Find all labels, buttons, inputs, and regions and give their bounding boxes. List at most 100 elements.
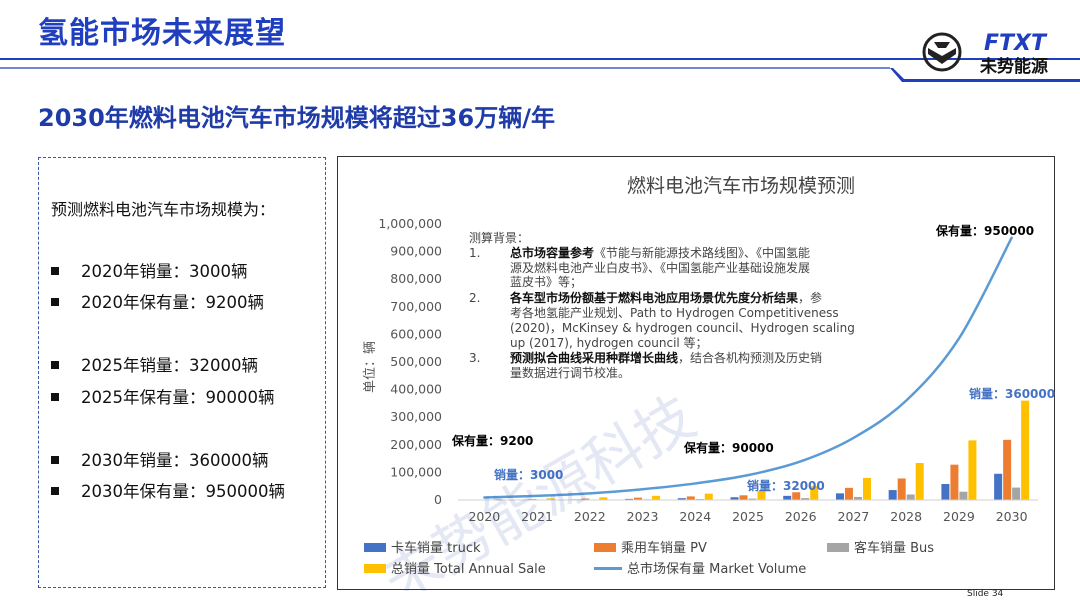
forecast-summary-panel: 预测燃料电池汽车市场规模为： 2020年销量：3000辆 2020年保有量：92… <box>38 157 326 588</box>
y-tick-label: 600,000 <box>390 326 442 341</box>
header-ribbon <box>0 67 1080 82</box>
note-line: 蓝皮书》等； <box>510 275 582 289</box>
x-tick-label: 2027 <box>838 509 870 524</box>
legend-label: 总市场保有量 Market Volume <box>627 561 806 577</box>
bar <box>959 491 968 500</box>
slide-subtitle: 2030年燃料电池汽车市场规模将超过36万辆/年 <box>38 104 555 132</box>
list-item-text: 2025年销量：32000辆 <box>81 356 258 375</box>
x-tick-label: 2020 <box>468 509 500 524</box>
logo-subtext: 未势能源 <box>979 56 1048 77</box>
bar <box>950 464 959 500</box>
bar <box>581 498 590 500</box>
bar <box>1003 439 1012 500</box>
legend-swatch <box>827 543 849 552</box>
note-number: 3. <box>469 351 480 365</box>
x-tick-label: 2028 <box>890 509 922 524</box>
y-tick-label: 1,000,000 <box>378 216 442 231</box>
y-tick-label: 300,000 <box>390 409 442 424</box>
note-item: 各车型市场份额基于燃料电池应用场景优先度分析结果，参 <box>509 290 822 305</box>
bar <box>757 491 766 500</box>
list-item: 2025年保有量：90000辆 <box>51 384 274 408</box>
slide-number: Slide 34 <box>967 589 1004 599</box>
bullet-icon <box>51 455 59 464</box>
chart-panel: 燃料电池汽车市场规模预测 单位：辆 0 100,000 200,000 300,000… <box>337 156 1055 591</box>
bar <box>941 483 950 500</box>
legend-label: 卡车销量 truck <box>391 540 481 556</box>
bullet-icon <box>51 392 59 401</box>
x-tick-label: 2023 <box>627 509 659 524</box>
list-item: 2030年销量：360000辆 <box>51 447 268 471</box>
y-tick-label: 800,000 <box>390 271 442 286</box>
y-tick-label: 400,000 <box>390 382 442 397</box>
list-item: 2020年销量：3000辆 <box>51 258 247 282</box>
bar <box>704 493 713 500</box>
bar <box>652 495 661 500</box>
bar <box>994 473 1003 500</box>
list-item: 2025年销量：32000辆 <box>51 352 258 376</box>
bar <box>677 498 686 500</box>
x-tick-labels: 2020 2021 2022 2023 2024 2025 2026 2027 2028 2029… <box>458 499 1038 524</box>
legend-swatch <box>364 543 386 552</box>
bar <box>1012 487 1021 500</box>
bar <box>853 496 862 500</box>
note-line: 量数据进行调节校准。 <box>510 365 630 380</box>
bar <box>783 495 792 500</box>
bar <box>792 492 801 500</box>
legend-label: 乘用车销量 PV <box>621 540 707 556</box>
list-item-text: 2020年保有量：9200辆 <box>81 293 264 312</box>
summary-intro: 预测燃料电池汽车市场规模为： <box>51 200 276 219</box>
bar <box>968 440 977 500</box>
list-item: 2030年保有量：950000辆 <box>51 478 285 502</box>
bar <box>634 497 643 500</box>
bullet-icon <box>51 266 59 275</box>
legend-swatch <box>364 564 386 573</box>
note-line: up (2017), hydrogen council 等； <box>510 336 708 350</box>
x-tick-label: 2022 <box>574 509 606 524</box>
legend-label: 总销量 Total Annual Sale <box>391 562 546 577</box>
y-tick-label: 500,000 <box>390 354 442 369</box>
methodology-note: 测算背景： 1. 总市场容量参考《节能与新能源技术路线图》、《中国氢能 源及燃料… <box>469 230 855 380</box>
annotation-label: 销量：32000 <box>747 478 825 493</box>
bar <box>739 495 748 500</box>
bar <box>748 498 757 500</box>
market-forecast-chart: 燃料电池汽车市场规模预测 单位：辆 0 100,000 200,000 300,000… <box>363 175 1055 591</box>
y-tick-label: 900,000 <box>390 244 442 259</box>
legend-label: 客车销量 Bus <box>854 540 934 556</box>
list-item-text: 2030年保有量：950000辆 <box>81 482 285 501</box>
annotation-label: 保有量：950000 <box>935 223 1034 238</box>
x-tick-label: 2025 <box>732 509 764 524</box>
bar <box>862 477 871 500</box>
bar <box>801 498 810 500</box>
y-tick-label: 700,000 <box>390 299 442 314</box>
legend-swatch <box>594 543 616 552</box>
x-tick-label: 2029 <box>943 509 975 524</box>
y-axis-label: 单位：辆 <box>363 341 378 393</box>
x-tick-label: 2021 <box>521 509 553 524</box>
list-item-text: 2020年销量：3000辆 <box>81 262 248 281</box>
note-line: (2020)，McKinsey & hydrogen council、Hydro… <box>510 321 855 335</box>
bar <box>897 478 906 500</box>
note-heading: 测算背景： <box>469 230 529 245</box>
note-item: 总市场容量参考《节能与新能源技术路线图》、《中国氢能 <box>510 245 810 260</box>
market-volume-line <box>483 236 1013 499</box>
list-item-text: 2030年销量：360000辆 <box>81 451 269 470</box>
bar <box>730 497 739 500</box>
bar <box>906 494 915 500</box>
chart-annotations: 保有量：9200 销量：3000 保有量：90000 销量：32000 保有量：… <box>451 223 1055 493</box>
bar <box>888 490 897 500</box>
annotation-label: 销量：3000 <box>494 467 563 482</box>
annotation-label: 保有量：90000 <box>683 440 774 455</box>
bullet-icon <box>51 486 59 495</box>
bar <box>686 496 695 500</box>
note-item: 预测拟合曲线采用种群增长曲线，结合各机构预测及历史销 <box>510 350 822 365</box>
logo-text: FTXT <box>984 31 1048 56</box>
bar <box>835 493 844 500</box>
ftxt-logo: FTXT 未势能源 <box>922 31 1048 77</box>
series-line <box>483 236 1013 499</box>
bar <box>844 487 853 500</box>
bar <box>546 498 555 500</box>
note-number: 1. <box>469 246 480 260</box>
note-line: 考各地氢能产业规划、Path to Hydrogen Competitivene… <box>510 305 839 320</box>
x-tick-label: 2030 <box>996 509 1028 524</box>
x-tick-label: 2024 <box>679 509 711 524</box>
